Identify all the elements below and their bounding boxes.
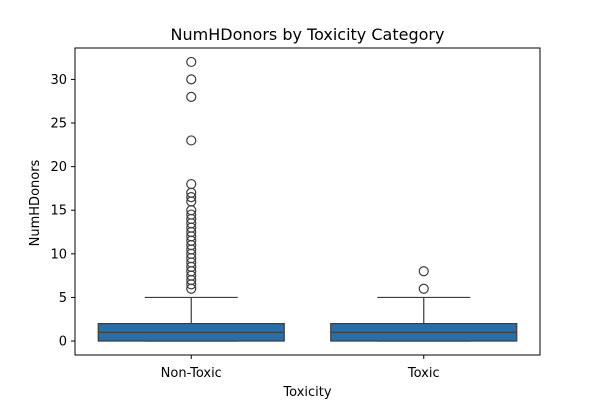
x-axis-label: Toxicity: [282, 385, 331, 400]
y-tick-label: 5: [59, 291, 67, 306]
chart-title: NumHDonors by Toxicity Category: [171, 25, 445, 44]
y-tick-label: 0: [59, 335, 67, 350]
y-tick-label: 25: [50, 117, 67, 132]
x-tick-label: Toxic: [407, 366, 440, 381]
y-tick-label: 15: [50, 204, 67, 219]
y-tick-label: 30: [50, 73, 67, 88]
y-axis-label: NumHDonors: [28, 159, 43, 246]
y-tick-label: 10: [50, 247, 67, 262]
x-tick-label: Non-Toxic: [161, 366, 222, 381]
y-tick-label: 20: [50, 160, 67, 175]
